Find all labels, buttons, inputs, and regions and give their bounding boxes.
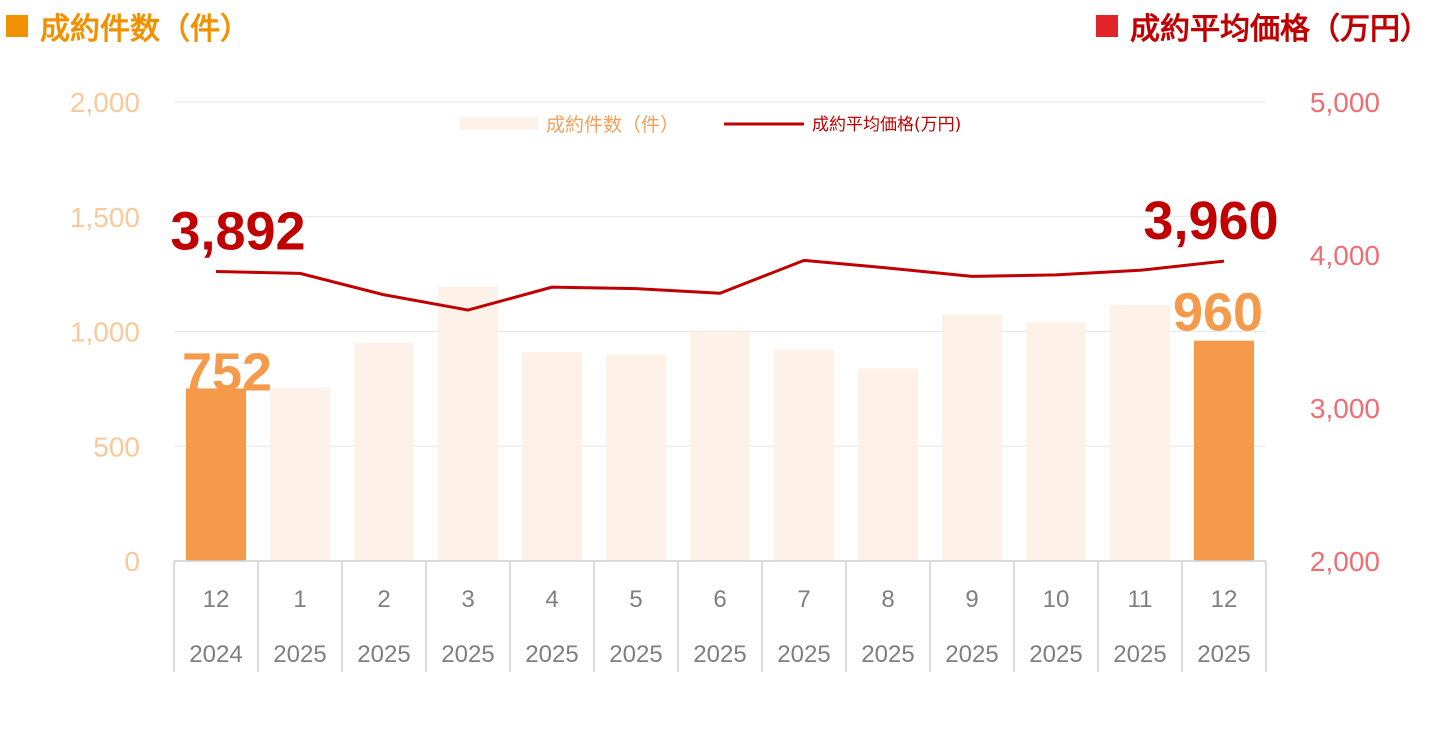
category-month-label: 2	[377, 586, 390, 613]
left-axis-tick-label: 2,000	[70, 87, 140, 118]
category-month-label: 10	[1043, 586, 1070, 613]
category-year-label: 2025	[945, 641, 998, 668]
category-year-label: 2025	[861, 641, 914, 668]
bar	[858, 368, 918, 561]
left-axis-tick-label: 1,500	[70, 202, 140, 233]
bar	[270, 387, 330, 561]
category-year-label: 2025	[609, 641, 662, 668]
right-axis-tick-label: 2,000	[1310, 546, 1380, 577]
category-month-label: 5	[629, 586, 642, 613]
legend-bar-swatch	[460, 117, 538, 130]
data-labels: 3,892 3,960 752 960	[170, 191, 1278, 402]
category-year-label: 2025	[1113, 641, 1166, 668]
left-title-square-icon	[6, 15, 28, 37]
category-year-label: 2025	[273, 641, 326, 668]
bar	[522, 352, 582, 561]
category-month-label: 6	[713, 586, 726, 613]
left-title-text: 成約件数（件）	[40, 12, 250, 47]
right-title-square-icon	[1096, 15, 1118, 37]
category-year-label: 2025	[357, 641, 410, 668]
category-year-label: 2024	[189, 641, 242, 668]
category-year-label: 2025	[1029, 641, 1082, 668]
bar-first-value-label: 752	[182, 342, 272, 402]
category-month-label: 4	[545, 586, 558, 613]
category-month-label: 9	[965, 586, 978, 613]
category-month-label: 3	[461, 586, 474, 613]
category-month-label: 12	[203, 586, 230, 613]
axes: 0 500 1,000 1,500 2,000 2,000 3,000 4,000 5,000 1…	[70, 87, 1380, 672]
left-axis-tick-label: 500	[93, 431, 140, 462]
category-year-label: 2025	[693, 641, 746, 668]
category-year-label: 2025	[525, 641, 578, 668]
category-year-label: 2025	[1197, 641, 1250, 668]
line-first-value-label: 3,892	[170, 202, 305, 262]
left-axis-tick-label: 0	[124, 546, 140, 577]
category-month-label: 11	[1128, 586, 1153, 613]
category-month-label: 12	[1211, 586, 1238, 613]
category-year-label: 2025	[441, 641, 494, 668]
bar-highlight	[186, 388, 246, 561]
right-axis-tick-label: 3,000	[1310, 393, 1380, 424]
line-series	[215, 258, 1225, 312]
legend-bar-label: 成約件数（件）	[546, 114, 679, 136]
bar	[942, 314, 1002, 561]
line-last-value-label: 3,960	[1143, 191, 1278, 251]
bar-series	[186, 286, 1254, 561]
bar-last-value-label: 960	[1173, 283, 1263, 343]
bar	[690, 331, 750, 561]
price-line	[215, 258, 1225, 312]
legend-line-label: 成約平均価格(万円)	[812, 115, 961, 135]
bar	[606, 354, 666, 561]
category-month-label: 7	[797, 586, 810, 613]
left-axis-title: 成約件数（件）	[6, 4, 250, 48]
right-axis-title: 成約平均価格（万円）	[1096, 4, 1430, 48]
bar	[354, 342, 414, 561]
bar-highlight	[1194, 340, 1254, 561]
bar	[1026, 322, 1086, 561]
right-axis-tick-label: 4,000	[1310, 240, 1380, 271]
category-month-label: 1	[293, 586, 306, 613]
category-month-label: 8	[881, 586, 894, 613]
category-year-label: 2025	[777, 641, 830, 668]
bar	[438, 286, 498, 561]
bar	[1110, 305, 1170, 561]
bar	[774, 349, 834, 561]
right-title-text: 成約平均価格（万円）	[1130, 12, 1430, 47]
left-axis-tick-label: 1,000	[70, 317, 140, 348]
right-axis-tick-label: 5,000	[1310, 87, 1380, 118]
legend: 成約件数（件） 成約平均価格(万円)	[460, 114, 961, 136]
